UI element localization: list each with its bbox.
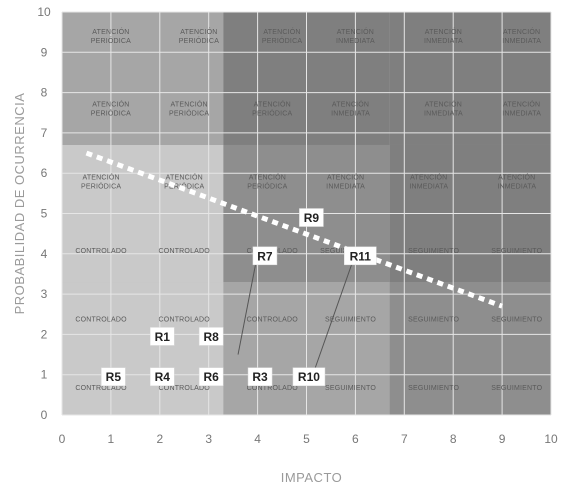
cell-label: CONTROLADO	[247, 316, 299, 323]
cell-label: SEGUIMIENTO	[408, 248, 459, 255]
y-tick-label: 1	[41, 368, 48, 382]
x-tick-label: 0	[59, 432, 66, 446]
risk-box-r10	[292, 367, 326, 386]
x-tick-label: 4	[254, 432, 261, 446]
leader-line	[310, 253, 356, 379]
risk-box-r9	[299, 208, 324, 227]
cell-label: SEGUIMIENTO	[491, 248, 542, 255]
cell-label: SEGUIMIENTO	[491, 316, 542, 323]
cell-label: SEGUIMIENTO	[325, 316, 376, 323]
cell-label: ATENCIÓN INMEDIATA	[502, 27, 541, 45]
y-tick-label: 5	[41, 207, 48, 221]
cell-label: CONTROLADO	[159, 316, 211, 323]
y-axis-ticks: 0 1 2 3 4 5 6 7 8 9 10	[37, 5, 51, 422]
y-tick-label: 8	[41, 86, 48, 100]
cell-label: SEGUIMIENTO	[325, 385, 376, 392]
risk-zone-3	[389, 282, 551, 415]
cell-label: ATENCIÓN INMEDIATA	[424, 100, 463, 118]
risk-box-r7	[252, 246, 278, 266]
risk-label-r6: R6	[203, 370, 219, 384]
y-tick-label: 7	[41, 126, 48, 140]
x-axis-label: IMPACTO	[281, 470, 343, 485]
risk-label-r5: R5	[106, 370, 122, 384]
y-tick-label: 2	[41, 327, 48, 341]
tolerance-dotted-line	[85, 150, 503, 309]
x-tick-label: 8	[450, 432, 457, 446]
y-tick-label: 0	[41, 408, 48, 422]
y-tick-label: 10	[37, 5, 51, 19]
y-axis-label: PROBABILIDAD DE OCURRENCIA	[12, 93, 27, 315]
leader-lines	[237, 253, 356, 379]
risk-label-r4: R4	[155, 370, 171, 384]
risk-label-r1: R1	[155, 330, 171, 344]
x-axis-ticks: 0 1 2 3 4 5 6 7 8 9 10	[59, 432, 558, 446]
risk-box-r4	[149, 367, 175, 386]
cell-label: ATENCIÓN INMEDIATA	[409, 172, 448, 190]
risk-zone-9	[389, 12, 551, 145]
x-tick-label: 7	[401, 432, 408, 446]
cell-label: CONTROLADO	[75, 248, 127, 255]
tolerance-line	[85, 150, 503, 309]
y-tick-label: 6	[41, 166, 48, 180]
y-tick-label: 9	[41, 45, 48, 59]
risk-box-r6	[198, 367, 224, 386]
cell-label: ATENCIÓN INMEDIATA	[336, 27, 375, 45]
risk-box-r5	[101, 367, 126, 386]
x-tick-label: 3	[205, 432, 212, 446]
cell-label: ATENCIÓN INMEDIATA	[424, 27, 463, 45]
x-tick-label: 6	[352, 432, 359, 446]
risk-label-r10: R10	[298, 370, 320, 384]
cell-label: CONTROLADO	[159, 385, 211, 392]
cell-label: ATENCIÓN INMEDIATA	[331, 100, 370, 118]
cell-label: SEGUIMIENTO	[491, 385, 542, 392]
cell-label: CONTROLADO	[75, 385, 127, 392]
cell-label: CONTROLADO	[159, 248, 211, 255]
risk-label-r11: R11	[350, 249, 372, 263]
cell-label: ATENCIÓN INMEDIATA	[502, 100, 541, 118]
risk-box-r1	[149, 327, 175, 346]
cell-label: SEGUIMIENTO	[408, 316, 459, 323]
risk-zone-7	[62, 12, 224, 145]
x-tick-label: 2	[156, 432, 163, 446]
x-tick-label: 10	[544, 432, 558, 446]
x-tick-label: 9	[499, 432, 506, 446]
risk-label-r3: R3	[252, 370, 268, 384]
risk-label-r9: R9	[304, 211, 320, 225]
cell-label: ATENCIÓN INMEDIATA	[326, 172, 365, 190]
risk-label-r7: R7	[257, 249, 273, 263]
cell-label: CONTROLADO	[247, 385, 299, 392]
risk-label-r8: R8	[203, 330, 219, 344]
leader-line	[237, 253, 259, 355]
risk-box-r11	[344, 246, 377, 266]
risk-box-r3	[247, 367, 273, 386]
x-tick-label: 1	[108, 432, 115, 446]
y-tick-label: 4	[41, 247, 48, 261]
y-tick-label: 3	[41, 287, 48, 301]
risk-zone-1	[62, 282, 224, 415]
cell-label: ATENCIÓN INMEDIATA	[497, 172, 536, 190]
risk-points: R1 R8 R5 R4 R6 R3 R10 R7 R11 R9	[101, 208, 377, 386]
cell-label: CONTROLADO	[75, 316, 127, 323]
cell-label: SEGUIMIENTO	[408, 385, 459, 392]
risk-box-r8	[198, 327, 224, 346]
x-tick-label: 5	[303, 432, 310, 446]
